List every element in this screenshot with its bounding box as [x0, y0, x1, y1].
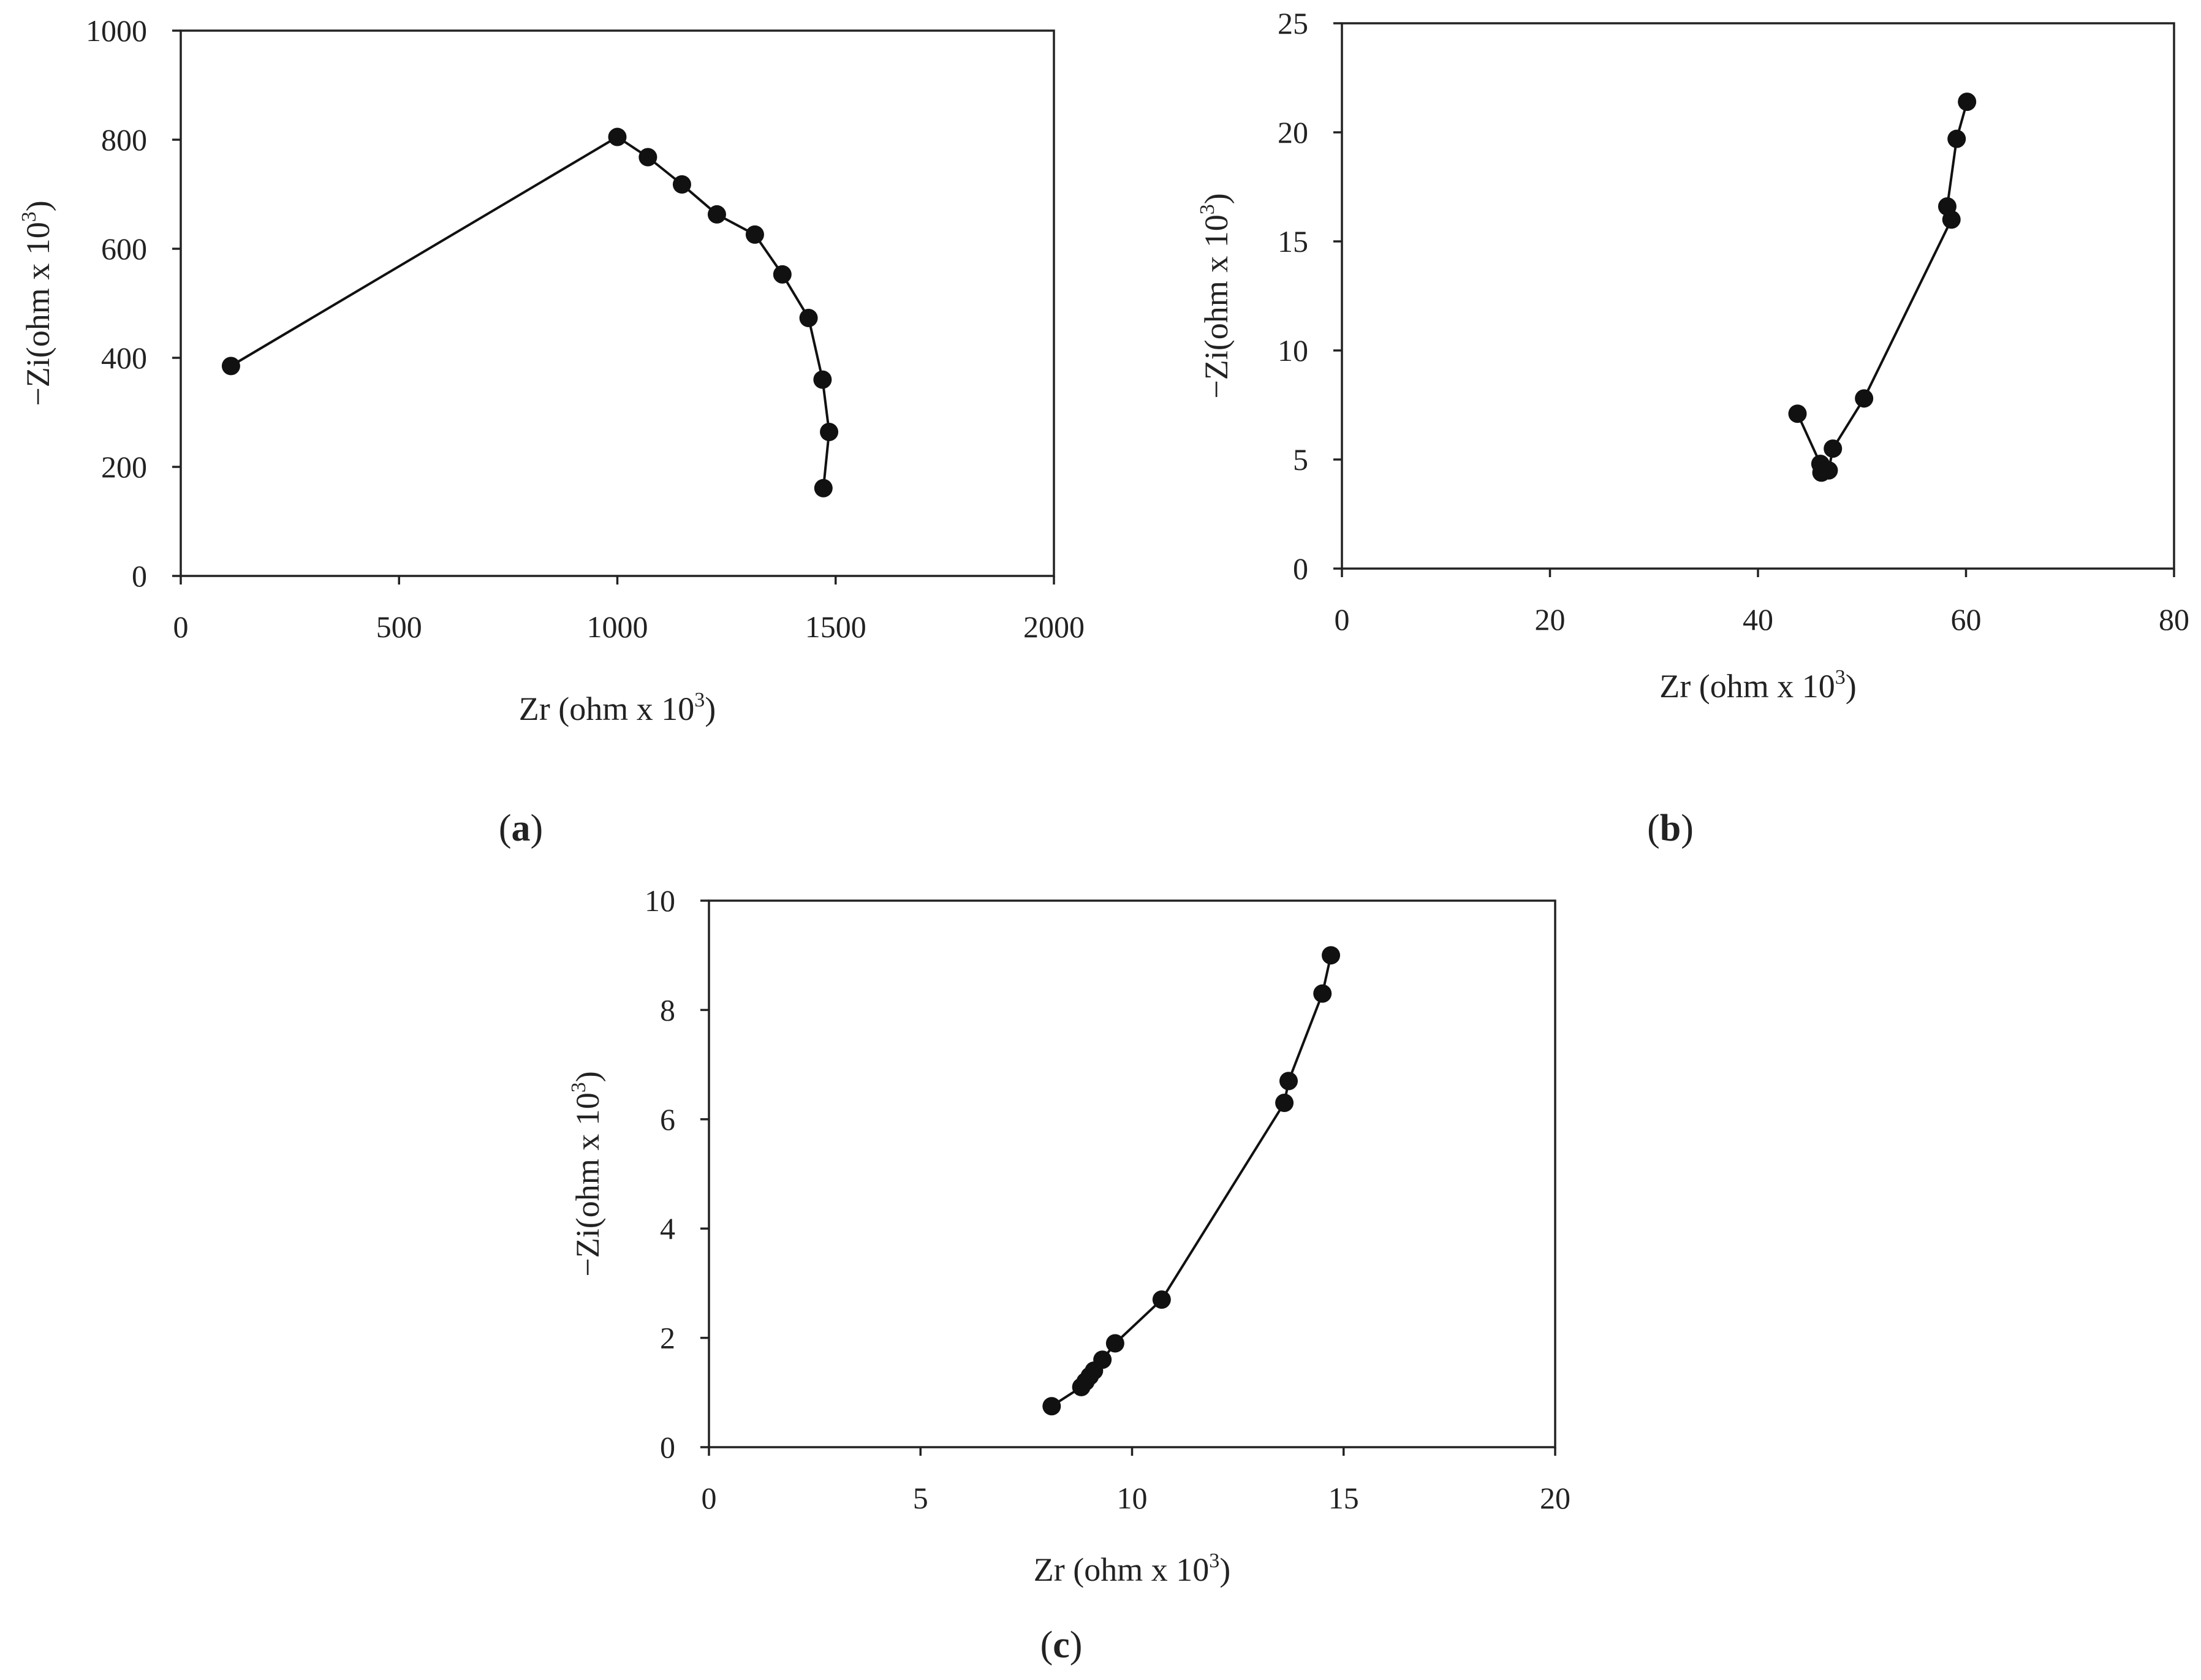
data-point-b	[1788, 404, 1807, 423]
data-point-c	[1042, 1397, 1061, 1416]
data-point-b	[1824, 439, 1843, 458]
x-tick-label-c: 0	[702, 1481, 717, 1515]
plot-area-a: 0 500 1000 1500 2000 0 200 400 600 800 1000 Zr (ohm…	[18, 13, 1085, 727]
x-tick-label-c: 10	[1117, 1481, 1148, 1515]
y-tick-label-a: 800	[101, 123, 147, 157]
data-point-a	[820, 423, 839, 442]
x-axis-title-c: Zr (ohm x 103)	[1034, 1549, 1230, 1588]
data-point-a	[814, 479, 833, 498]
x-axis-title-main: Zr (ohm x 10	[1659, 668, 1835, 705]
x-axis-title-sup: 3	[1209, 1549, 1219, 1572]
y-axis-title-main: −Zi(ohm x 10	[569, 1092, 606, 1276]
plot-frame-b	[1341, 22, 2175, 570]
y-tick-label-b: 10	[1278, 333, 1308, 368]
y-tick-label-a: 600	[101, 232, 147, 266]
y-axis-title-main: −Zi(ohm x 10	[20, 222, 56, 406]
x-tick-label-c: 5	[913, 1481, 928, 1515]
data-point-b	[1819, 461, 1838, 480]
data-point-c	[1275, 1094, 1294, 1113]
x-axis-title-a: Zr (ohm x 103)	[519, 689, 716, 727]
data-point-a	[799, 309, 818, 328]
data-point-a	[221, 357, 240, 376]
panel-label-c: (c)	[1040, 1624, 1083, 1666]
y-tick-label-a: 200	[101, 450, 147, 484]
y-axis-title-end: )	[20, 200, 56, 211]
x-tick-label-b: 40	[1743, 602, 1773, 637]
data-point-a	[638, 148, 657, 167]
y-axis-title-sup: 3	[1196, 204, 1219, 214]
y-tick-label-b: 0	[1293, 551, 1308, 586]
y-axis-title-main: −Zi(ohm x 10	[1198, 214, 1235, 398]
data-point-b	[1947, 129, 1966, 148]
series-line-b	[1796, 101, 1969, 474]
y-tick-label-c: 8	[660, 993, 675, 1027]
series-line-a	[230, 135, 831, 488]
data-point-c	[1105, 1334, 1124, 1353]
x-tick-label-b: 20	[1535, 602, 1566, 637]
data-point-a	[707, 205, 726, 224]
data-point-a	[608, 127, 627, 146]
data-point-c	[1322, 946, 1341, 965]
plot-frame-a	[180, 29, 1055, 577]
data-point-a	[813, 370, 832, 389]
y-tick-label-c: 0	[660, 1430, 675, 1464]
data-point-b	[1958, 93, 1977, 112]
x-tick-label-a: 2000	[1023, 610, 1085, 644]
data-point-c	[1152, 1290, 1171, 1309]
data-point-c	[1093, 1350, 1112, 1369]
y-tick-label-c: 2	[660, 1321, 675, 1355]
x-axis-title-sup: 3	[694, 689, 705, 711]
x-axis-title-end: )	[1219, 1551, 1230, 1588]
x-tick-label-a: 500	[376, 610, 422, 644]
data-point-b	[1855, 389, 1874, 408]
y-tick-label-a: 1000	[86, 13, 147, 48]
plot-frame-c	[708, 899, 1556, 1448]
y-tick-label-b: 20	[1278, 115, 1308, 149]
y-tick-label-b: 15	[1278, 224, 1308, 259]
x-tick-label-a: 0	[173, 610, 189, 644]
x-axis-title-main: Zr (ohm x 10	[1034, 1551, 1209, 1588]
y-axis-title-end: )	[1198, 193, 1235, 204]
x-axis-title-end: )	[1846, 668, 1857, 705]
y-axis-title-sup: 3	[567, 1082, 590, 1092]
x-tick-label-b: 60	[1951, 602, 1982, 637]
x-tick-label-c: 15	[1328, 1481, 1359, 1515]
y-tick-label-a: 0	[132, 559, 147, 593]
x-axis-title-b: Zr (ohm x 103)	[1659, 666, 1856, 705]
data-point-c	[1313, 984, 1332, 1003]
data-point-a	[672, 175, 691, 194]
x-tick-label-c: 20	[1540, 1481, 1570, 1515]
y-tick-label-c: 4	[660, 1211, 675, 1246]
x-tick-label-a: 1500	[805, 610, 866, 644]
data-point-a	[745, 225, 764, 244]
data-point-a	[773, 265, 792, 284]
panel-label-b: (b)	[1647, 808, 1694, 849]
x-tick-label-b: 0	[1335, 602, 1350, 637]
y-axis-title-end: )	[569, 1071, 606, 1082]
y-tick-label-a: 400	[101, 341, 147, 375]
y-tick-label-b: 25	[1278, 6, 1308, 40]
x-axis-title-end: )	[705, 691, 716, 727]
data-point-b	[1938, 197, 1957, 216]
chart-panel-a: 0 500 1000 1500 2000 0 200 400 600 800 1000 Zr (ohm…	[18, 13, 1085, 849]
y-axis-title-a: −Zi(ohm x 103)	[18, 200, 56, 406]
y-axis-title-c: −Zi(ohm x 103)	[567, 1071, 606, 1276]
y-axis-title-sup: 3	[18, 211, 40, 222]
x-tick-label-b: 80	[2159, 602, 2189, 637]
panel-label-a: (a)	[499, 808, 543, 849]
y-tick-label-b: 5	[1293, 442, 1308, 477]
x-axis-title-sup: 3	[1835, 666, 1846, 689]
y-tick-label-c: 6	[660, 1102, 675, 1137]
data-point-c	[1279, 1072, 1298, 1091]
x-axis-title-main: Zr (ohm x 10	[519, 691, 694, 727]
y-tick-label-c: 10	[645, 884, 675, 918]
series-line-c	[1051, 955, 1332, 1407]
x-tick-label-a: 1000	[587, 610, 648, 644]
y-axis-title-b: −Zi(ohm x 103)	[1196, 193, 1235, 398]
